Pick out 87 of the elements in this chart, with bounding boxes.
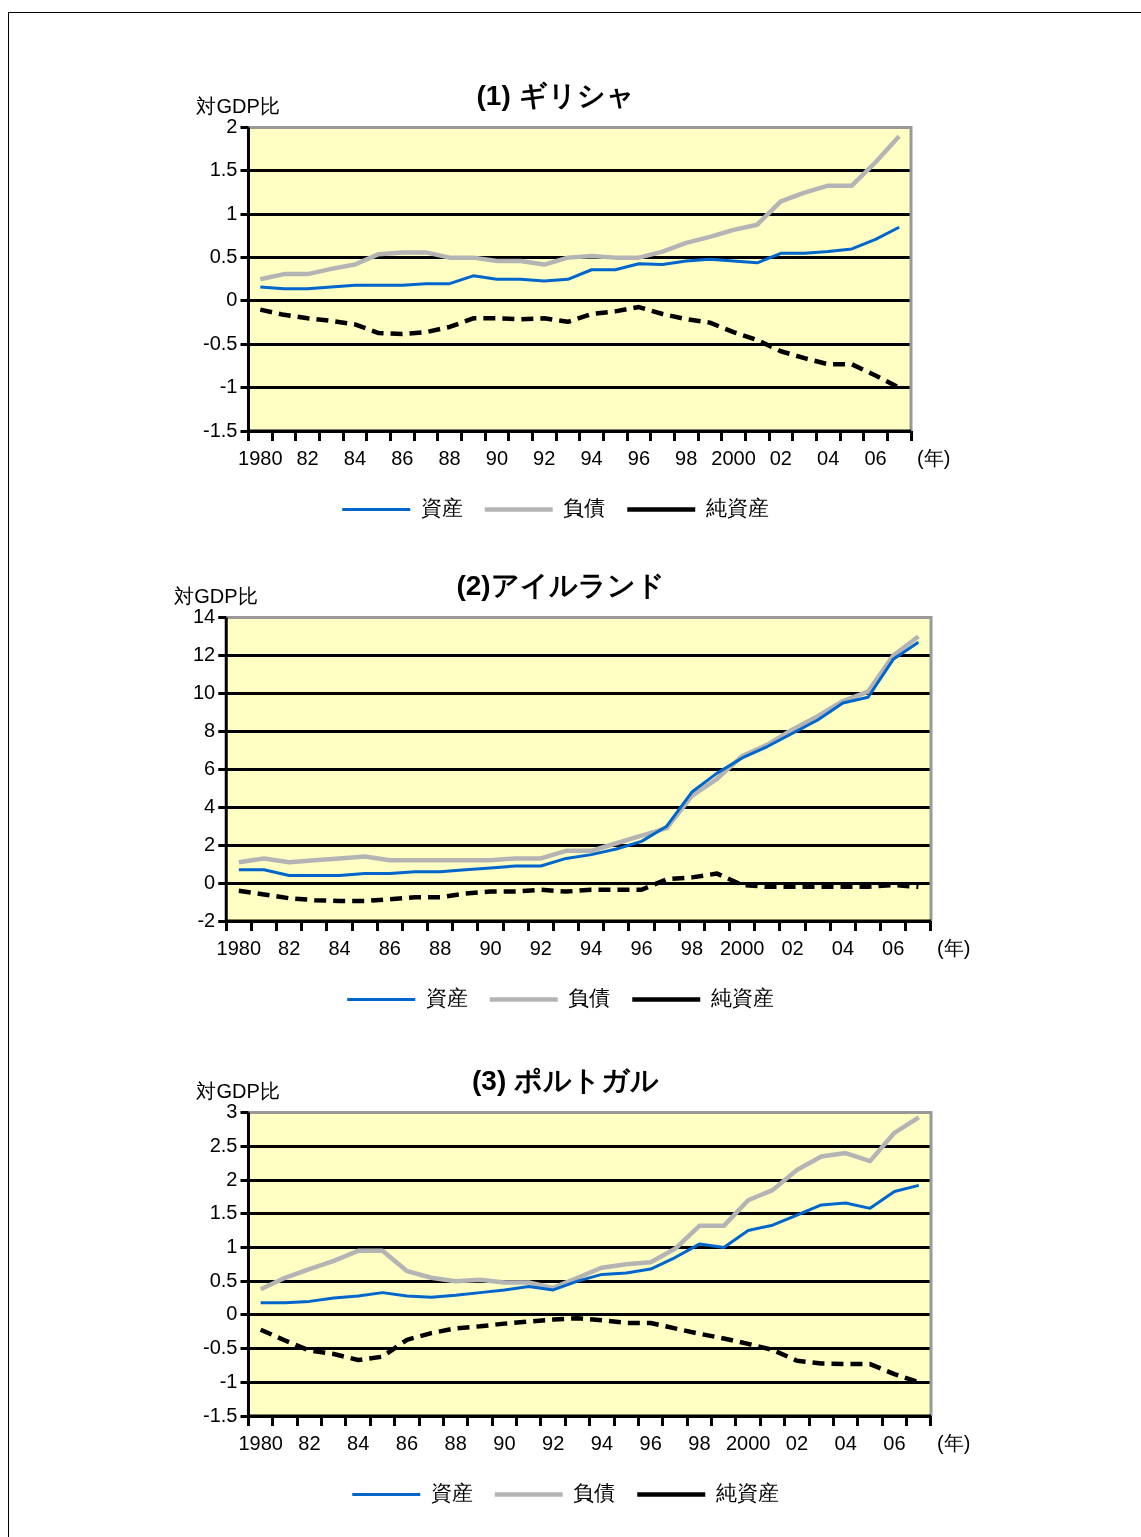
y-tick-label: 3 xyxy=(226,1100,238,1123)
y-tick-label: -1 xyxy=(219,1369,238,1392)
y-tick-label: 2 xyxy=(226,115,238,138)
y-tick-label: 2 xyxy=(204,832,216,855)
y-tick-label: 14 xyxy=(193,605,216,628)
y-tick-label: 1 xyxy=(226,1234,238,1257)
x-tick-label: 06 xyxy=(864,446,887,469)
x-tick-label: 86 xyxy=(395,1431,419,1454)
y-tick-label: 4 xyxy=(204,794,216,817)
y-tick-label: -2 xyxy=(197,908,216,931)
x-tick-label: 86 xyxy=(391,446,414,469)
x-tick-label: 90 xyxy=(479,936,502,959)
x-axis-title: (年) xyxy=(937,1431,971,1454)
y-tick-label: -1 xyxy=(219,375,238,398)
x-tick-label: 04 xyxy=(834,1431,857,1454)
y-tick-label: 2 xyxy=(226,1167,238,1190)
x-tick-label: 94 xyxy=(590,1431,614,1454)
x-tick-label: 84 xyxy=(343,446,367,469)
x-tick-label: 98 xyxy=(675,446,698,469)
y-tick-label: 0.5 xyxy=(209,245,238,268)
x-tick-label: 04 xyxy=(831,936,855,959)
y-tick-label: 0.5 xyxy=(209,1268,238,1291)
x-tick-label: 82 xyxy=(298,1431,321,1454)
x-tick-label: 06 xyxy=(883,1431,906,1454)
x-tick-label: 2000 xyxy=(725,1431,771,1454)
y-tick-label: 0 xyxy=(226,1302,238,1325)
x-tick-label: 98 xyxy=(680,936,704,959)
legend-label: 純資産 xyxy=(705,496,769,520)
x-tick-label: 82 xyxy=(296,446,319,469)
x-tick-label: 88 xyxy=(444,1431,467,1454)
y-tick-label: 1.5 xyxy=(209,1201,238,1224)
x-tick-label: 04 xyxy=(817,446,840,469)
chart-title: (2)アイルランド xyxy=(456,569,665,601)
y-tick-label: 8 xyxy=(204,718,216,741)
x-tick-label: 92 xyxy=(533,446,556,469)
x-tick-label: 02 xyxy=(769,446,792,469)
x-axis-title: (年) xyxy=(917,446,951,469)
x-tick-label: 1980 xyxy=(216,936,262,959)
legend-label: 負債 xyxy=(563,496,606,520)
y-tick-label: -0.5 xyxy=(202,331,238,354)
x-tick-label: 1980 xyxy=(238,446,283,469)
legend-label: 資産 xyxy=(430,1481,473,1505)
y-tick-label: 10 xyxy=(193,680,216,703)
x-tick-label: 2000 xyxy=(711,446,756,469)
y-tick-label: -1.5 xyxy=(202,418,238,441)
x-tick-label: 94 xyxy=(580,936,603,959)
legend-label: 純資産 xyxy=(710,986,774,1010)
x-tick-label: 92 xyxy=(529,936,552,959)
x-tick-label: 88 xyxy=(438,446,461,469)
x-tick-label: 96 xyxy=(627,446,651,469)
y-tick-label: -0.5 xyxy=(202,1336,238,1359)
legend-label: 資産 xyxy=(420,496,463,520)
y-axis-title: 対GDP比 xyxy=(174,585,258,608)
y-tick-label: 6 xyxy=(204,756,216,779)
y-tick-label: 0 xyxy=(226,288,238,311)
y-tick-label: 12 xyxy=(193,643,216,666)
x-tick-label: 06 xyxy=(882,936,905,959)
x-tick-label: 02 xyxy=(781,936,804,959)
x-tick-label: 88 xyxy=(429,936,452,959)
chart-title: (1) ギリシャ xyxy=(476,79,635,111)
x-tick-label: 84 xyxy=(347,1431,370,1454)
y-tick-label: 1 xyxy=(226,201,238,224)
y-tick-label: 1.5 xyxy=(209,158,238,181)
x-tick-label: 96 xyxy=(630,936,653,959)
y-axis-title: 対GDP比 xyxy=(196,1080,280,1103)
legend-label: 負債 xyxy=(568,986,611,1010)
legend-label: 負債 xyxy=(573,1481,616,1505)
y-tick-label: 2.5 xyxy=(209,1133,238,1156)
x-tick-label: 98 xyxy=(688,1431,711,1454)
y-axis-title: 対GDP比 xyxy=(196,95,280,118)
chart-title: (3) ポルトガル xyxy=(472,1064,659,1096)
x-tick-label: 02 xyxy=(785,1431,809,1454)
x-tick-label: 86 xyxy=(378,936,401,959)
y-tick-label: 0 xyxy=(204,870,216,893)
x-tick-label: 82 xyxy=(278,936,301,959)
x-tick-label: 2000 xyxy=(719,936,765,959)
x-tick-label: 90 xyxy=(485,446,509,469)
x-axis-title: (年) xyxy=(937,936,971,959)
y-tick-label: -1.5 xyxy=(202,1403,238,1426)
x-tick-label: 92 xyxy=(542,1431,565,1454)
x-tick-label: 90 xyxy=(493,1431,516,1454)
x-tick-label: 84 xyxy=(328,936,351,959)
x-tick-label: 94 xyxy=(580,446,603,469)
legend-label: 純資産 xyxy=(715,1481,779,1505)
x-tick-label: 1980 xyxy=(238,1431,283,1454)
x-tick-label: 96 xyxy=(639,1431,662,1454)
legend-label: 資産 xyxy=(425,986,468,1010)
